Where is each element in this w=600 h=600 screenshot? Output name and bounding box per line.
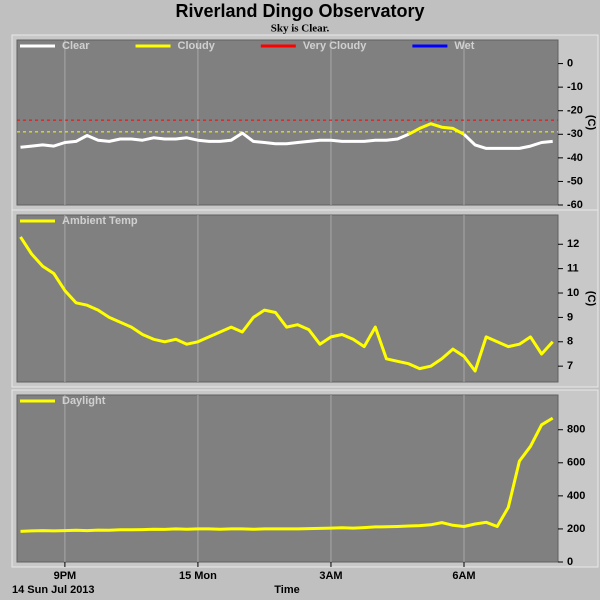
x-tick-label: 9PM (54, 570, 77, 582)
plot-area (16, 214, 559, 383)
series-line (20, 416, 554, 533)
series-line (19, 236, 554, 373)
y-tick-label: 600 (567, 457, 585, 469)
series-line (407, 122, 465, 136)
chart-subtitle: Sky is Clear. (271, 23, 330, 35)
legend-label: Cloudy (178, 40, 216, 52)
date-label: 14 Sun Jul 2013 (12, 584, 95, 596)
x-tick-label: 15 Mon (179, 570, 217, 582)
series-line (20, 131, 553, 150)
y-tick-label: -10 (567, 81, 583, 93)
y-tick-label: 7 (567, 360, 573, 372)
x-axis-label: Time (274, 584, 299, 596)
y-axis-label: (C) (585, 115, 597, 131)
y-tick-label: 8 (567, 336, 573, 348)
x-tick-label: 3AM (319, 570, 342, 582)
y-tick-label: -20 (567, 105, 583, 117)
y-tick-label: 400 (567, 490, 585, 502)
y-tick-label: 9 (567, 311, 573, 323)
y-tick-label: -30 (567, 128, 583, 140)
y-tick-label: 10 (567, 287, 579, 299)
legend-label: Daylight (62, 395, 106, 407)
plot-area (16, 39, 559, 206)
chart-title: Riverland Dingo Observatory (175, 1, 424, 21)
y-tick-label: 12 (567, 238, 579, 250)
y-axis-label: (C) (585, 291, 597, 307)
y-tick-label: 200 (567, 523, 585, 535)
plot-area (16, 394, 559, 563)
y-tick-label: 11 (567, 263, 579, 275)
x-tick-label: 6AM (452, 570, 475, 582)
legend-label: Ambient Temp (62, 215, 138, 227)
y-tick-label: 800 (567, 424, 585, 436)
legend-label: Very Cloudy (303, 40, 367, 52)
y-tick-label: 0 (567, 556, 573, 568)
y-tick-label: 0 (567, 57, 573, 69)
legend-label: Wet (454, 40, 474, 52)
legend-label: Clear (62, 40, 90, 52)
y-tick-label: -50 (567, 175, 583, 187)
y-tick-label: -40 (567, 152, 583, 164)
y-tick-label: -60 (567, 199, 583, 211)
